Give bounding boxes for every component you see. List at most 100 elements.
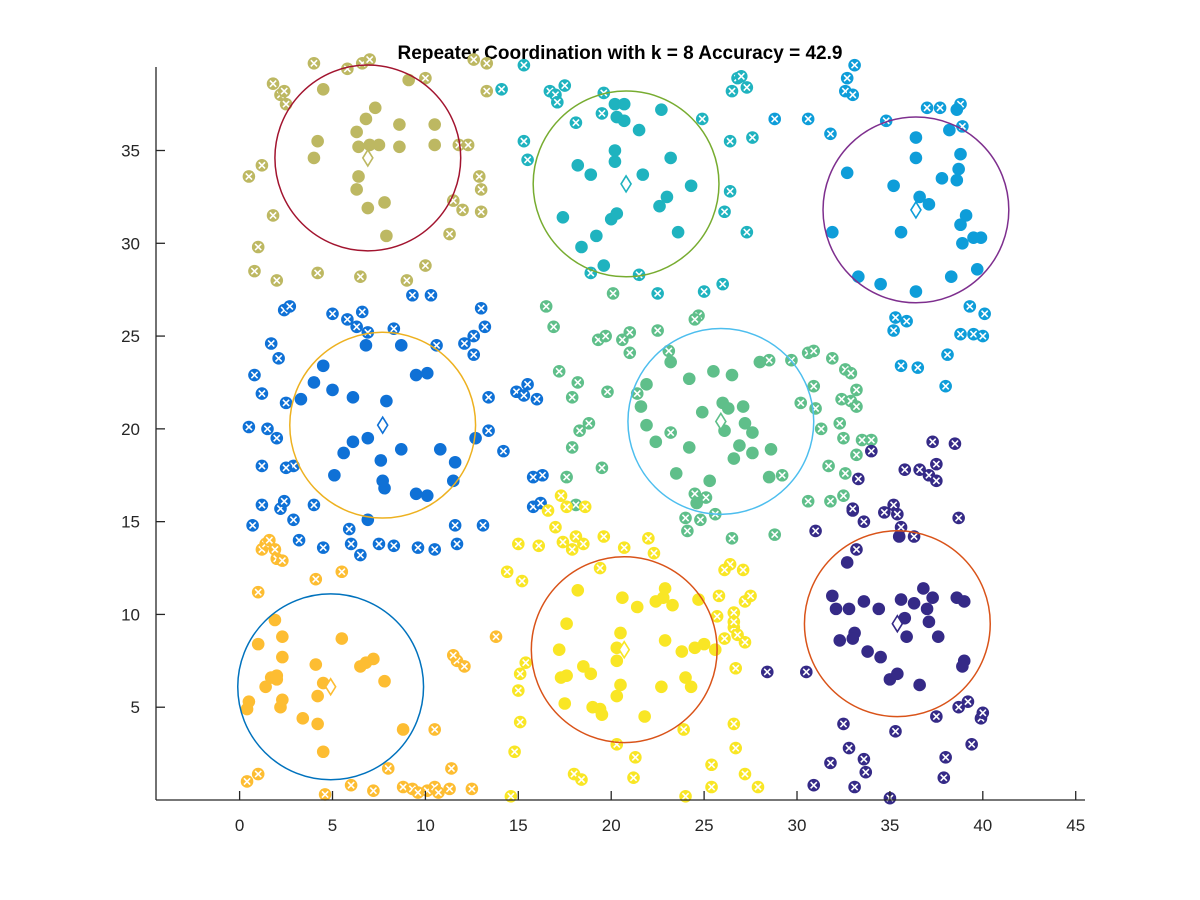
covered-point [552, 643, 566, 656]
covered-point [617, 97, 631, 111]
covered-point [636, 168, 650, 181]
covered-point [666, 598, 679, 612]
covered-point [690, 496, 703, 510]
uncovered-point [627, 771, 640, 785]
uncovered-point [824, 756, 837, 770]
uncovered-point [606, 287, 620, 300]
uncovered-point [926, 435, 939, 449]
uncovered-point [277, 494, 291, 508]
uncovered-point [474, 301, 488, 315]
covered-point [307, 151, 321, 165]
uncovered-point [718, 205, 731, 219]
uncovered-point [355, 305, 369, 319]
y-tick-label: 10 [121, 605, 140, 624]
y-tick-label: 15 [121, 513, 140, 532]
y-tick-label: 35 [121, 142, 140, 161]
uncovered-point [848, 58, 861, 72]
uncovered-point [610, 738, 624, 751]
uncovered-point [900, 314, 913, 328]
uncovered-point [279, 396, 293, 410]
uncovered-point [807, 379, 821, 393]
covered-point [571, 159, 585, 172]
uncovered-point [716, 277, 729, 291]
uncovered-point [662, 344, 676, 358]
covered-point [664, 151, 677, 165]
uncovered-point [794, 396, 808, 410]
cluster-6 [237, 533, 503, 801]
covered-point [952, 162, 965, 176]
covered-point [394, 339, 408, 352]
uncovered-point [839, 467, 852, 480]
uncovered-point [930, 710, 943, 723]
uncovered-point [688, 313, 702, 326]
covered-point [682, 441, 696, 454]
uncovered-point [961, 695, 975, 708]
covered-point [653, 199, 666, 213]
cluster-7 [500, 489, 765, 803]
covered-point [409, 487, 423, 501]
uncovered-point [372, 537, 386, 551]
covered-point [259, 680, 272, 694]
uncovered-point [452, 138, 466, 152]
uncovered-point [850, 543, 863, 556]
covered-point [597, 259, 611, 272]
covered-point [658, 582, 672, 595]
uncovered-point [837, 431, 850, 445]
y-tick-label: 20 [121, 420, 140, 439]
covered-point [649, 435, 663, 449]
coverage-circle [532, 90, 720, 278]
uncovered-point [456, 203, 469, 217]
covered-point [708, 643, 722, 656]
uncovered-point [277, 84, 291, 98]
uncovered-point [833, 416, 847, 430]
uncovered-point [710, 609, 724, 623]
uncovered-point [824, 127, 837, 141]
repeater-marker [376, 415, 389, 435]
covered-point [954, 218, 967, 232]
uncovered-point [857, 515, 871, 528]
uncovered-point [521, 378, 534, 391]
uncovered-point [263, 533, 276, 547]
covered-point [608, 155, 622, 168]
uncovered-point [718, 632, 731, 645]
uncovered-point [517, 58, 531, 72]
covered-point [630, 600, 644, 614]
uncovered-point [246, 519, 259, 532]
covered-point [679, 671, 692, 684]
uncovered-point [554, 489, 568, 502]
covered-point [608, 97, 622, 111]
uncovered-point [930, 457, 943, 471]
covered-point [311, 134, 324, 148]
x-axis-ticks: 0 5 10 15 20 25 30 35 40 45 [235, 791, 1085, 835]
uncovered-point [446, 648, 460, 662]
uncovered-point [623, 326, 637, 339]
coverage-circle [237, 593, 425, 781]
uncovered-point [727, 717, 741, 731]
uncovered-point [727, 606, 741, 619]
uncovered-point [746, 131, 759, 144]
x-tick-label: 40 [973, 816, 992, 835]
repeater-marker [714, 411, 727, 431]
covered-point [590, 229, 603, 243]
covered-point [610, 689, 624, 703]
x-tick-label: 45 [1066, 816, 1085, 835]
covered-point [913, 678, 926, 692]
uncovered-point [251, 767, 265, 781]
repeater-marker [618, 640, 631, 660]
uncovered-point [279, 97, 293, 111]
covered-point [335, 632, 349, 645]
uncovered-point [601, 385, 614, 399]
covered-point [909, 151, 923, 165]
covered-point [276, 650, 289, 664]
covered-point [920, 602, 934, 616]
uncovered-point [617, 541, 631, 554]
x-tick-label: 0 [235, 816, 244, 835]
uncovered-point [311, 266, 324, 280]
covered-point [558, 697, 572, 710]
uncovered-point [309, 572, 323, 586]
uncovered-point [307, 498, 321, 512]
covered-point [368, 101, 382, 115]
uncovered-point [521, 153, 534, 167]
uncovered-point [855, 433, 869, 447]
uncovered-point [513, 667, 527, 681]
